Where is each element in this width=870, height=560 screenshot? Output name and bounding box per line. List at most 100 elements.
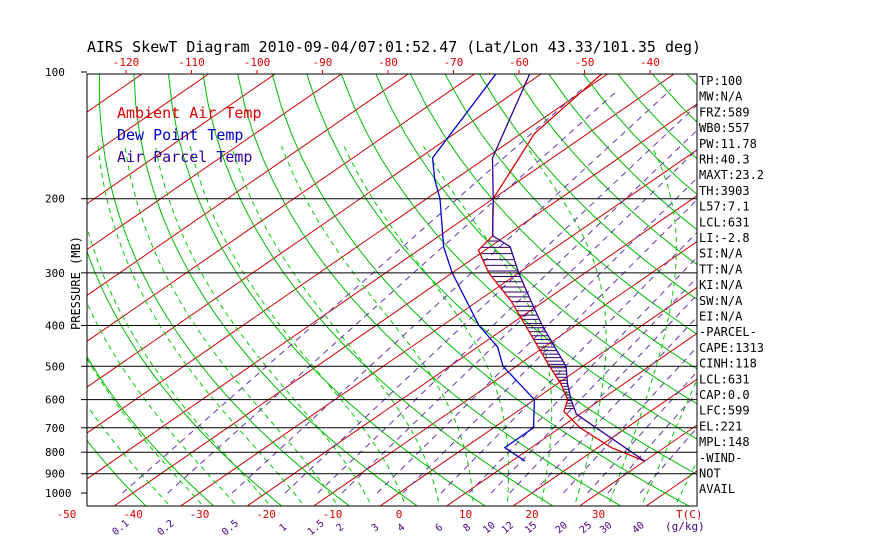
stability-index-label: LFC:599 — [699, 404, 750, 418]
isotherm-line — [87, 74, 210, 159]
ambient-air-temp-line — [477, 74, 645, 462]
pressure-tick-label: 800 — [45, 446, 65, 459]
mixing-ratio-line — [509, 294, 697, 494]
mixing-ratio-tick-label: 25 — [578, 520, 594, 536]
pressure-tick-label: 700 — [45, 422, 65, 435]
top-axis-tick-label: -60 — [509, 56, 529, 69]
dew-point-temp-line — [431, 74, 536, 462]
stability-index-label: CINH:118 — [699, 357, 757, 371]
top-axis-tick-label: -120 — [113, 56, 140, 69]
isobar-lines — [87, 198, 697, 475]
pressure-tick-label: 100 — [45, 66, 65, 79]
mixing-ratio-tick-label: 15 — [523, 520, 539, 536]
dry-adiabat-line — [513, 74, 697, 266]
isotherm-line — [87, 74, 476, 342]
mixing-ratio-tick-label: 1 — [278, 522, 290, 534]
pressure-tick-label: 200 — [45, 193, 65, 206]
isotherm-line — [246, 195, 697, 506]
dry-adiabat-line — [686, 74, 697, 86]
dry-adiabat-line — [478, 74, 697, 301]
stability-index-label: CAPE:1313 — [699, 341, 764, 355]
mixing-ratio-tick-label: 1.5 — [306, 518, 327, 538]
isotherm-line — [773, 31, 870, 510]
moist-adiabat-line — [124, 146, 339, 506]
isotherm-line — [87, 74, 343, 251]
dry-adiabat-line — [271, 74, 690, 506]
top-axis-tick-label: -70 — [444, 56, 464, 69]
mixing-ratio-line — [122, 89, 582, 494]
dry-adiabat-line — [87, 249, 283, 506]
mixing-ratio-tick-label: 0.2 — [156, 518, 177, 538]
mixing-ratio-tick-label: 3 — [370, 522, 382, 534]
stability-index-label: MW:N/A — [699, 90, 743, 104]
legend-entry: Ambient Air Temp — [117, 104, 262, 122]
isotherm-line — [87, 74, 276, 205]
isotherm-line — [645, 470, 697, 506]
mixing-ratio-tick-label: 4 — [396, 522, 408, 534]
pressure-tick-label: 500 — [45, 360, 65, 373]
mixing-ratio-tick-label: 0.5 — [220, 518, 241, 538]
legend-entry: Air Parcel Temp — [117, 148, 252, 166]
isotherm-line — [87, 74, 609, 434]
pressure-tick-label: 900 — [45, 468, 65, 481]
moist-adiabat-line — [189, 145, 407, 506]
isotherm-line — [113, 103, 697, 506]
stability-index-label: LCL:631 — [699, 372, 750, 386]
stability-index-label: TT:N/A — [699, 262, 743, 276]
moist-adiabat-line — [525, 145, 607, 506]
pressure-tick-label: 600 — [45, 394, 65, 407]
temp-tick-label: 0 — [396, 508, 403, 521]
isotherm-line — [512, 378, 697, 506]
mixing-ratio-line — [231, 89, 672, 494]
mixing-ratio-line — [490, 276, 697, 494]
stability-index-label: WB0:557 — [699, 121, 750, 135]
stability-index-label: FRZ:589 — [699, 105, 750, 119]
mixing-ratio-tick-label: 2 — [334, 522, 346, 534]
temp-tick-label: -40 — [123, 508, 143, 521]
mixing-ratio-tick-label: 6 — [434, 522, 446, 534]
moist-adiabat-line — [97, 146, 305, 506]
isotherm-line — [312, 241, 697, 506]
dry-adiabat-line — [409, 74, 697, 370]
stability-index-label: KI:N/A — [699, 278, 743, 292]
dry-adiabat-line — [237, 74, 622, 506]
stability-index-label: NOT — [699, 467, 721, 481]
dry-adiabat-line — [306, 74, 697, 476]
stability-index-label: L57:7.1 — [699, 200, 750, 214]
top-axis-tick-label: -100 — [244, 56, 271, 69]
dry-adiabat-line — [98, 74, 351, 506]
top-axis-tick-label: -80 — [378, 56, 398, 69]
mixing-ratio-tick-label: 40 — [630, 520, 646, 536]
mixing-ratio-line — [563, 346, 697, 494]
moist-adiabat-line — [231, 145, 440, 506]
mixing-ratio-tick-label: 30 — [598, 520, 614, 536]
stability-index-label: TP:100 — [699, 74, 742, 88]
temp-tick-label: -10 — [323, 508, 343, 521]
temp-tick-label: 20 — [525, 508, 538, 521]
pressure-tick-label: 1000 — [45, 487, 72, 500]
stability-index-label: LI:-2.8 — [699, 231, 750, 245]
dry-adiabat-line — [340, 74, 697, 440]
legend-entry: Dew Point Temp — [117, 126, 243, 144]
mixing-ratio-line — [167, 89, 619, 494]
temp-tick-label: -30 — [190, 508, 210, 521]
moist-adiabat-line — [422, 145, 553, 506]
dry-adiabat-line — [444, 74, 697, 335]
isotherm-line — [87, 74, 143, 113]
moist-adiabat-line — [281, 145, 474, 506]
mixing-ratio-line — [440, 231, 697, 494]
isotherm-line — [379, 286, 697, 506]
stability-index-label: -WIND- — [699, 451, 742, 465]
stability-index-label: SW:N/A — [699, 294, 743, 308]
moist-adiabat-line — [87, 404, 171, 506]
top-axis-tick-label: -50 — [575, 56, 595, 69]
dry-adiabat-line — [87, 355, 215, 506]
mixing-ratio-tick-label: 12 — [500, 520, 516, 536]
dry-adiabat-line — [133, 74, 419, 506]
temp-tick-label: 10 — [459, 508, 472, 521]
moist-adiabat-line — [343, 145, 509, 506]
stability-index-label: RH:40.3 — [699, 153, 750, 167]
temp-tick-label: -20 — [256, 508, 276, 521]
pressure-tick-label: 300 — [45, 267, 65, 280]
